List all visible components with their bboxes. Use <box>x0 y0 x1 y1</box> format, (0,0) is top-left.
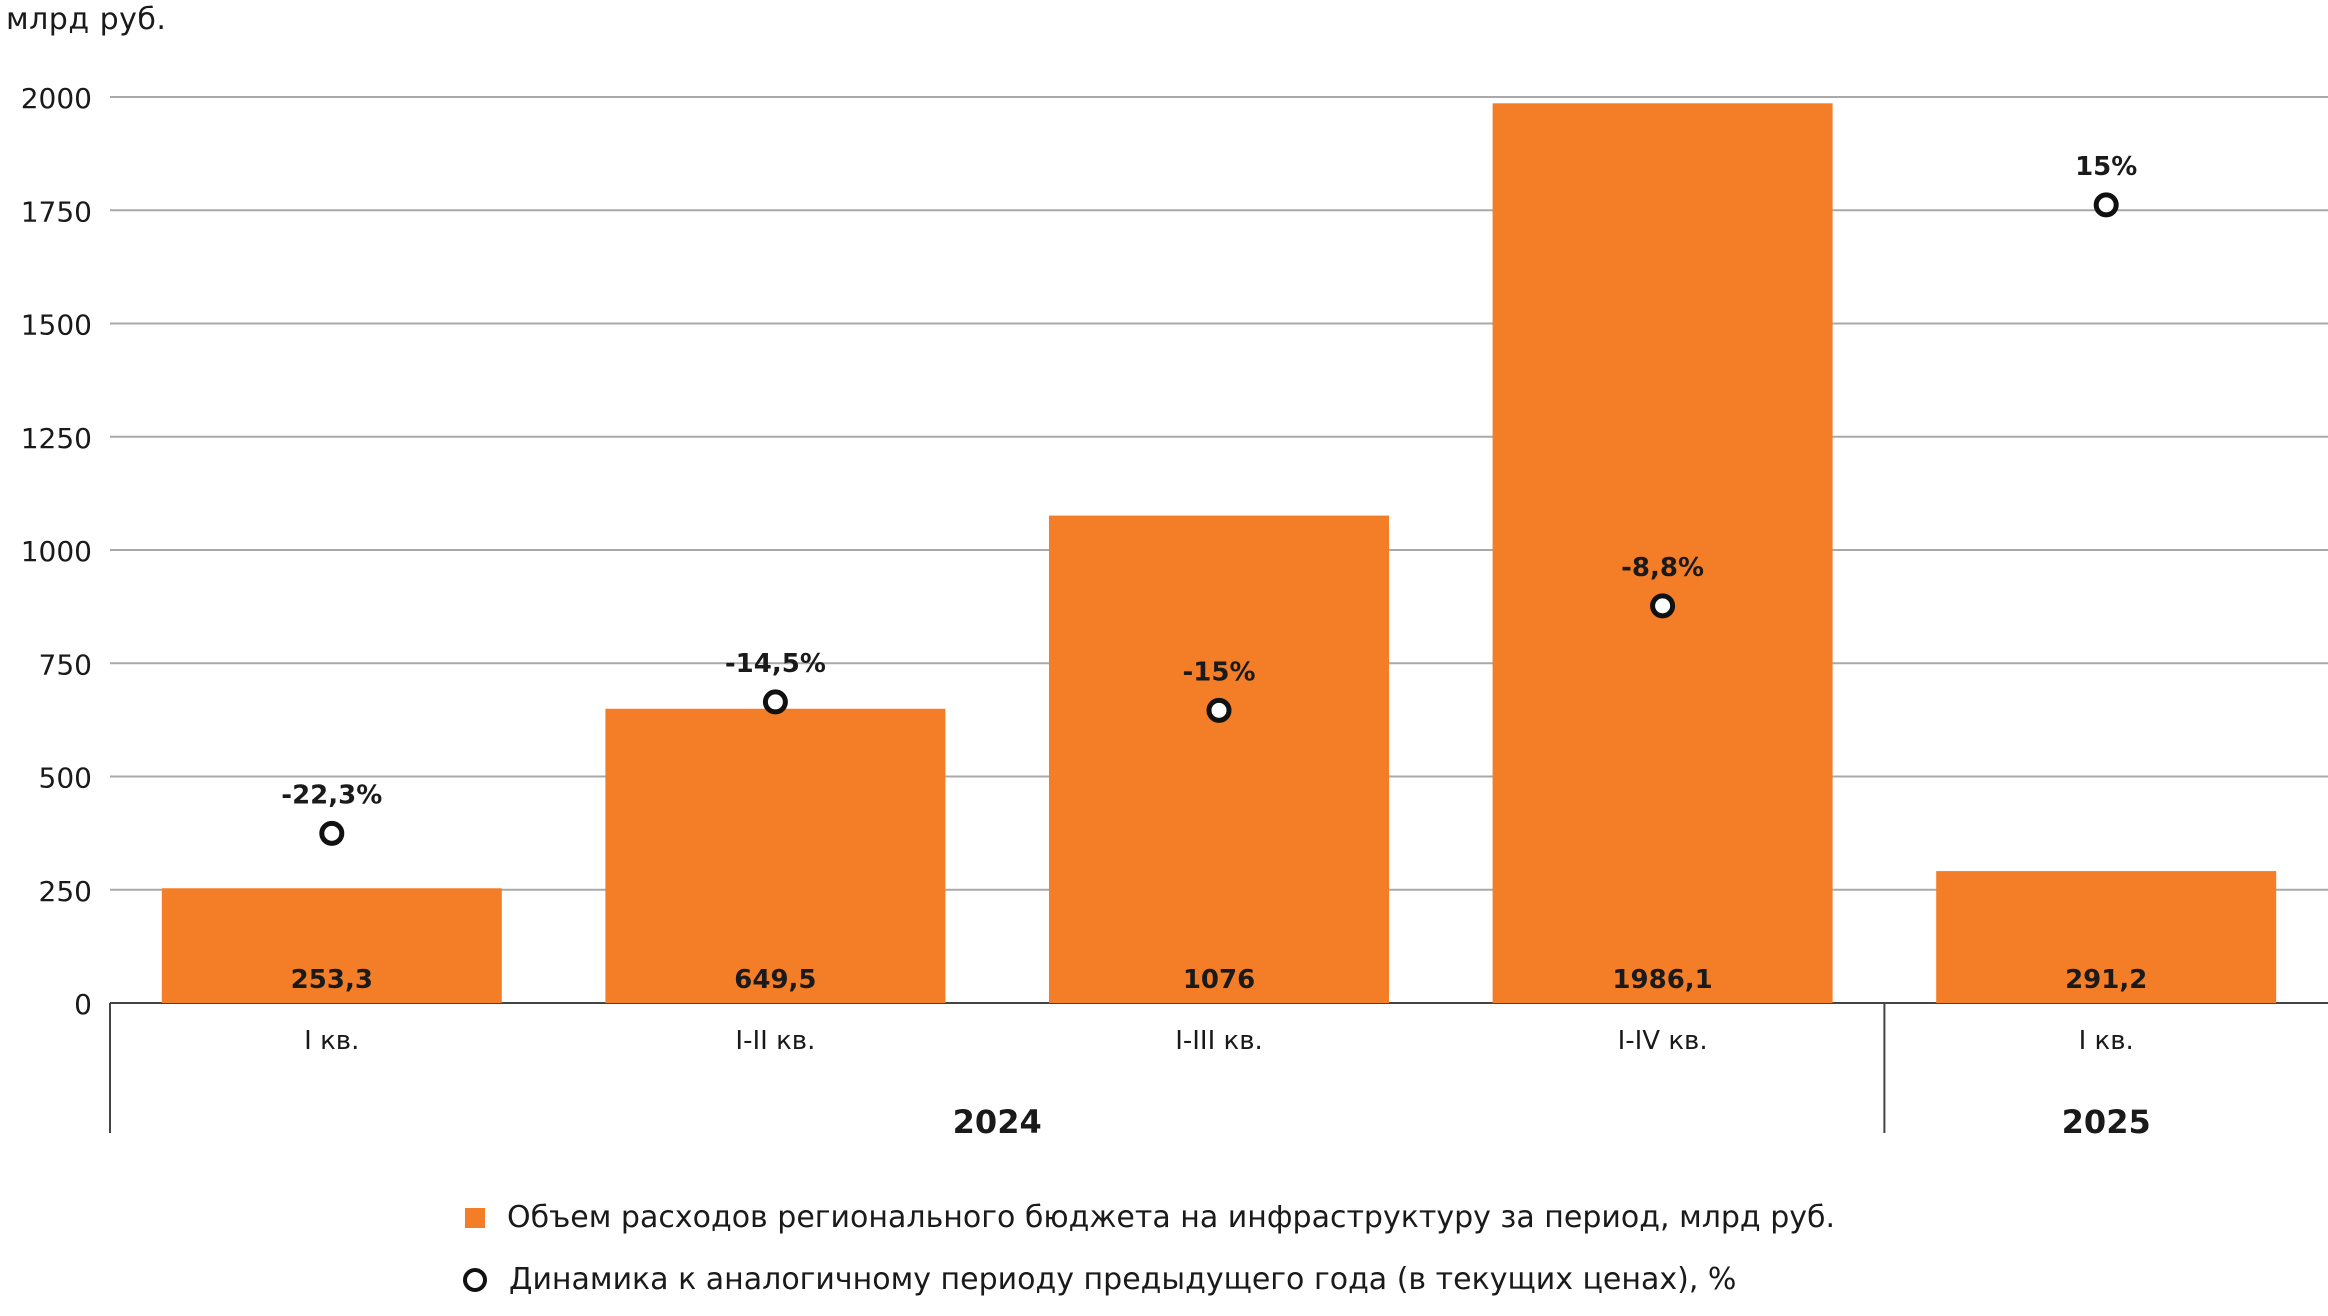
bar-value-label: 649,5 <box>734 965 816 995</box>
bar-value-label: 253,3 <box>291 965 373 995</box>
dynamics-value-label: 15% <box>2075 152 2137 182</box>
y-tick-label: 1500 <box>21 309 92 342</box>
legend-circle-icon <box>463 1267 487 1292</box>
bar <box>161 888 502 1003</box>
y-tick-label: 750 <box>39 648 92 681</box>
bar-chart: 0 250 500 750 1000 1250 1500 1750 2000 253,3 649,5… <box>21 82 2328 1141</box>
x-category-label: I-III кв. <box>1175 1026 1263 1056</box>
y-tick-label: 2000 <box>21 82 92 115</box>
legend-item-marker-series: Динамика к аналогичному периоду предыдущ… <box>463 1262 1737 1297</box>
y-tick-label: 500 <box>39 762 92 795</box>
y-tick-label: 1750 <box>21 195 92 228</box>
bar <box>1936 871 2277 1003</box>
y-tick-label: 250 <box>39 875 92 908</box>
x-category-label: I-IV кв. <box>1618 1026 1708 1056</box>
y-axis-unit-label: млрд руб. <box>6 2 167 37</box>
x-category-label: I кв. <box>304 1026 359 1056</box>
legend-bar-label: Объем расходов регионального бюджета на … <box>507 1200 1836 1235</box>
bar <box>605 708 946 1003</box>
x-category-label: I-II кв. <box>735 1026 815 1056</box>
dynamics-marker <box>1650 593 1676 619</box>
y-tick-label: 1000 <box>21 535 92 568</box>
dynamics-value-label: -22,3% <box>281 780 382 810</box>
y-tick-label: 1250 <box>21 422 92 455</box>
dynamics-value-label: -8,8% <box>1621 553 1704 583</box>
x-category-label: I кв. <box>2079 1026 2134 1056</box>
legend-bar-swatch <box>465 1207 485 1228</box>
y-tick-label: 0 <box>74 988 92 1021</box>
dynamics-marker <box>319 820 345 846</box>
dynamics-marker <box>2093 192 2119 218</box>
bar <box>1492 103 1833 1004</box>
bar-value-label: 1986,1 <box>1612 965 1712 995</box>
dynamics-marker <box>762 689 788 715</box>
dynamics-marker <box>1206 697 1232 723</box>
group-year-label: 2024 <box>953 1103 1042 1141</box>
dynamics-value-label: -14,5% <box>725 649 826 679</box>
group-year-label: 2025 <box>2062 1103 2151 1141</box>
dynamics-value-label: -15% <box>1182 657 1255 687</box>
bar-value-label: 291,2 <box>2065 965 2147 995</box>
legend-item-bar-series: Объем расходов регионального бюджета на … <box>465 1200 1835 1235</box>
bar-value-label: 1076 <box>1183 965 1255 995</box>
bar <box>1049 515 1389 1003</box>
legend-marker-label: Динамика к аналогичному периоду предыдущ… <box>509 1262 1737 1297</box>
